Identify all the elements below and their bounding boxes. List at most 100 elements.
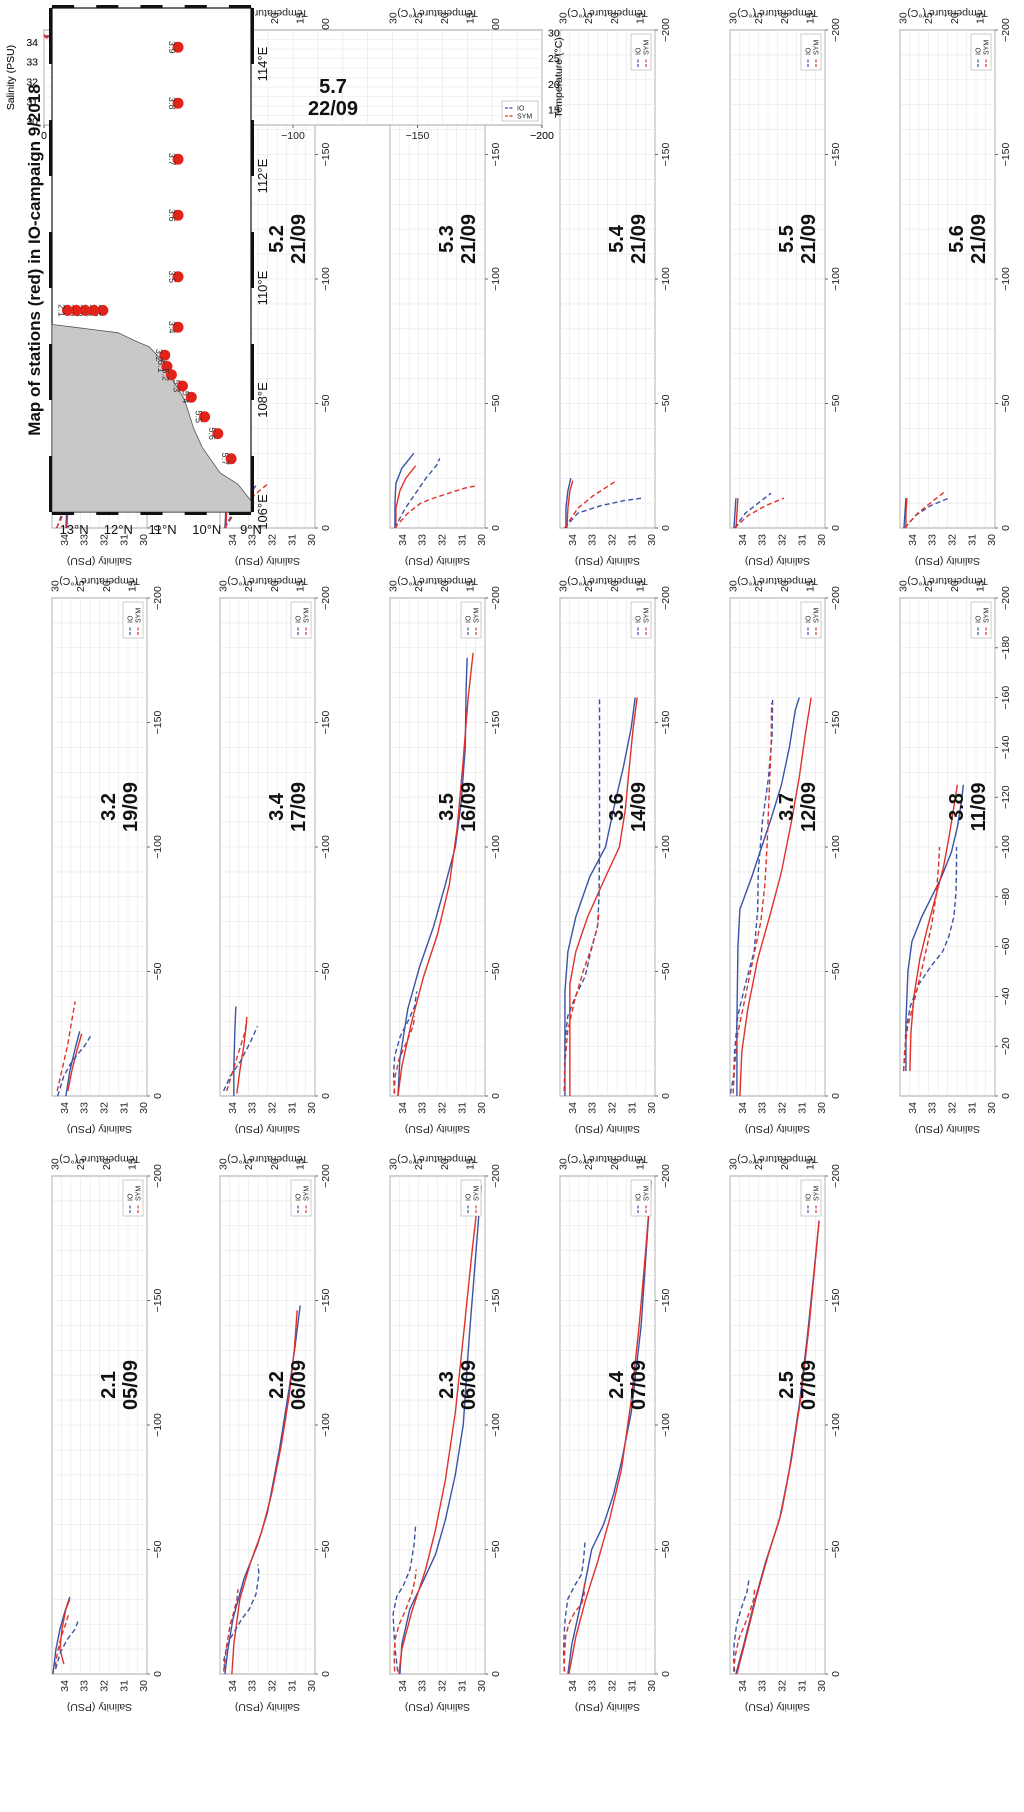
depth-tick-label: −150 bbox=[660, 143, 672, 167]
salinity-tick-label: 32 bbox=[266, 534, 278, 546]
depth-tick-label: 0 bbox=[830, 1093, 842, 1099]
series-sym-temperature bbox=[563, 911, 600, 1092]
station-marker[interactable] bbox=[199, 411, 211, 423]
depth-tick-label: 0 bbox=[320, 1671, 332, 1677]
series-io-salinity bbox=[567, 1180, 652, 1675]
salinity-tick-label: 34 bbox=[227, 534, 239, 546]
temperature-tick-label: 30 bbox=[898, 580, 910, 592]
map-frame-tick bbox=[49, 8, 52, 64]
temperature-tick-label: 20 bbox=[439, 12, 451, 24]
legend-label: IO bbox=[636, 615, 643, 623]
depth-tick-label: −100 bbox=[660, 1413, 672, 1437]
depth-tick-label: −200 bbox=[1000, 18, 1012, 42]
salinity-tick-label: 30 bbox=[476, 534, 488, 546]
temperature-tick-label: 30 bbox=[728, 12, 740, 24]
depth-tick-label: −100 bbox=[490, 267, 502, 291]
depth-tick-label: −200 bbox=[320, 586, 332, 610]
salinity-tick-label: 33 bbox=[757, 534, 769, 546]
series-sym-temperature bbox=[564, 480, 617, 529]
station-marker[interactable] bbox=[172, 321, 184, 333]
depth-tick-label: −100 bbox=[830, 267, 842, 291]
station-marker[interactable] bbox=[172, 209, 184, 221]
legend-label: IO bbox=[128, 1193, 135, 1201]
station-name-label: 3.6 bbox=[167, 209, 177, 222]
depth-tick-label: −150 bbox=[490, 711, 502, 735]
temperature-tick-label: 25 bbox=[243, 1158, 255, 1170]
salinity-tick-label: 31 bbox=[626, 1680, 638, 1692]
legend-label: SYM bbox=[814, 1186, 821, 1201]
temperature-tick-label: 20 bbox=[439, 1158, 451, 1170]
station-name-label: 5.6 bbox=[207, 427, 217, 440]
depth-tick-label: −50 bbox=[830, 962, 842, 980]
temperature-tick-label: 20 bbox=[779, 1158, 791, 1170]
series-sym-temperature bbox=[222, 1589, 239, 1672]
series-sym-salinity bbox=[236, 1021, 248, 1094]
map-frame-tick bbox=[49, 344, 52, 400]
salinity-tick-label: 33 bbox=[247, 534, 259, 546]
map-frame-tick bbox=[251, 8, 254, 64]
station-marker[interactable] bbox=[172, 271, 184, 283]
temperature-tick-label: 30 bbox=[218, 1158, 230, 1170]
depth-tick-label: −50 bbox=[152, 1540, 164, 1558]
depth-tick-label: −200 bbox=[830, 1164, 842, 1188]
salinity-tick-label: 32 bbox=[98, 1102, 110, 1114]
salinity-tick-label: 33 bbox=[26, 57, 38, 69]
temperature-tick-label: 15 bbox=[465, 12, 477, 24]
station-marker[interactable] bbox=[165, 369, 177, 381]
depth-tick-label: −160 bbox=[1000, 686, 1012, 710]
profile-panel-3-8: 0 −20 −40 −60 −80 −100 −120 −140 −160 −180 −200 30 3… bbox=[898, 575, 1012, 1135]
station-marker[interactable] bbox=[97, 304, 109, 316]
depth-tick-label: −50 bbox=[830, 1540, 842, 1558]
temperature-tick-label: 15 bbox=[127, 580, 139, 592]
depth-tick-label: 0 bbox=[152, 525, 164, 531]
salinity-tick-label: 30 bbox=[816, 1680, 828, 1692]
series-io-salinity bbox=[733, 498, 737, 529]
depth-tick-label: −200 bbox=[660, 18, 672, 42]
salinity-tick-label: 30 bbox=[138, 1680, 150, 1692]
depth-tick-label: −200 bbox=[660, 586, 672, 610]
station-name-label: 5.1 bbox=[156, 360, 166, 373]
station-marker[interactable] bbox=[172, 97, 184, 109]
salinity-tick-label: 33 bbox=[757, 1102, 769, 1114]
depth-tick-label: −100 bbox=[1000, 835, 1012, 859]
legend-label: SYM bbox=[644, 1186, 651, 1201]
station-marker[interactable] bbox=[70, 304, 82, 316]
station-marker[interactable] bbox=[225, 453, 237, 465]
depth-tick-label: −150 bbox=[830, 143, 842, 167]
legend-label: IO bbox=[466, 1193, 473, 1201]
temperature-tick-label: 30 bbox=[548, 28, 560, 40]
depth-tick-label: 0 bbox=[1000, 1093, 1012, 1099]
station-marker[interactable] bbox=[159, 349, 171, 361]
salinity-tick-label: 34 bbox=[567, 1102, 579, 1114]
salinity-tick-label: 31 bbox=[456, 1680, 468, 1692]
temperature-axis-label: Temperature (°C) bbox=[227, 575, 308, 587]
depth-tick-label: −50 bbox=[830, 394, 842, 412]
station-marker[interactable] bbox=[79, 304, 91, 316]
salinity-tick-label: 34 bbox=[907, 1102, 919, 1114]
map-frame-tick bbox=[251, 456, 254, 512]
salinity-tick-label: 31 bbox=[26, 96, 38, 108]
map-frame-tick bbox=[49, 120, 52, 176]
temperature-tick-label: 30 bbox=[728, 580, 740, 592]
legend-label: SYM bbox=[304, 608, 311, 623]
station-marker[interactable] bbox=[185, 391, 197, 403]
temperature-tick-label: 20 bbox=[949, 12, 961, 24]
station-marker[interactable] bbox=[61, 304, 73, 316]
station-marker[interactable] bbox=[212, 428, 224, 440]
depth-tick-label: −180 bbox=[1000, 636, 1012, 660]
salinity-tick-label: 30 bbox=[646, 1680, 658, 1692]
temperature-tick-label: 25 bbox=[243, 580, 255, 592]
station-marker[interactable] bbox=[176, 380, 188, 392]
station-marker[interactable] bbox=[172, 153, 184, 165]
legend-label: IO bbox=[296, 615, 303, 623]
station-marker[interactable] bbox=[88, 304, 100, 316]
station-date-label: 21/09 bbox=[798, 214, 820, 264]
salinity-tick-label: 34 bbox=[227, 1102, 239, 1114]
temperature-tick-label: 25 bbox=[753, 580, 765, 592]
station-marker[interactable] bbox=[172, 41, 184, 53]
series-io-temperature bbox=[392, 991, 418, 1094]
station-marker[interactable] bbox=[161, 360, 173, 372]
